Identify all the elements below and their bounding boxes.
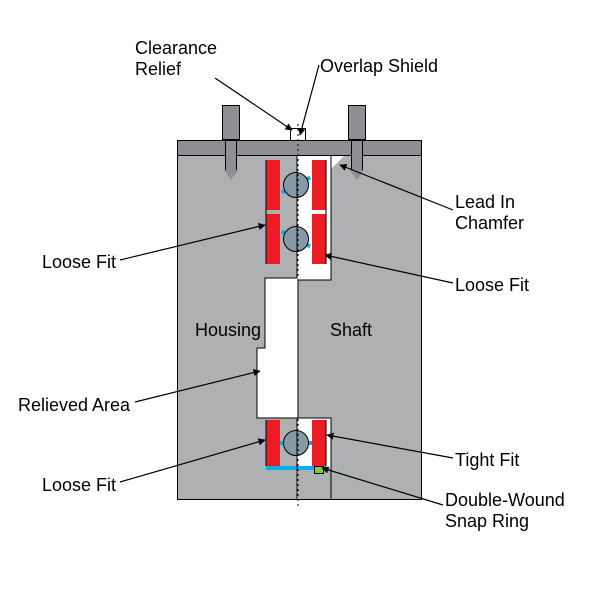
label-loose-fit-ul: Loose Fit	[42, 252, 116, 273]
label-loose-fit-ll: Loose Fit	[42, 475, 116, 496]
label-clearance-relief: Clearance Relief	[135, 38, 217, 79]
label-overlap-shield: Overlap Shield	[320, 56, 438, 77]
label-lead-in-chamfer: Lead In Chamfer	[455, 192, 524, 233]
label-shaft: Shaft	[330, 320, 372, 341]
label-tight-fit: Tight Fit	[455, 450, 519, 471]
label-snap-ring: Double-Wound Snap Ring	[445, 490, 565, 531]
label-relieved-area: Relieved Area	[18, 395, 130, 416]
label-housing: Housing	[195, 320, 261, 341]
label-loose-fit-ur: Loose Fit	[455, 275, 529, 296]
